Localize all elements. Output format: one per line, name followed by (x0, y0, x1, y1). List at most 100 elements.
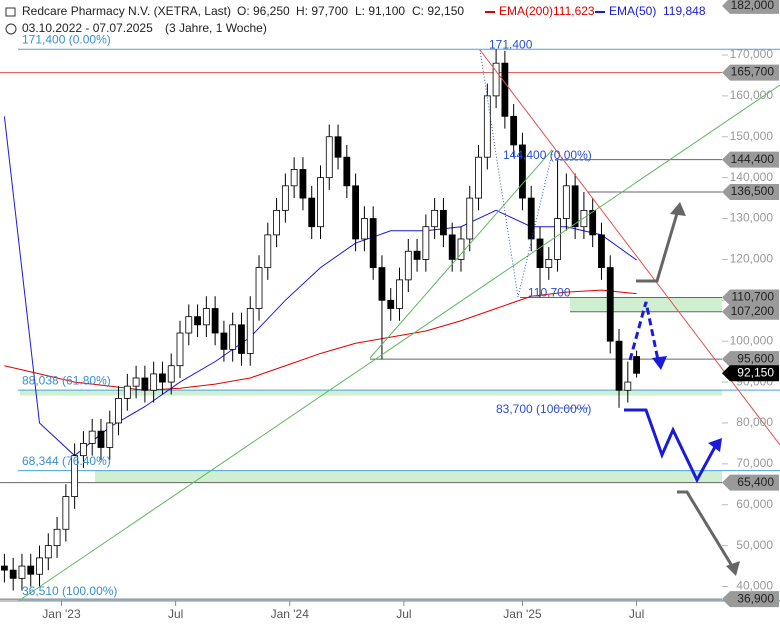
x-tick-label: Jan '23 (42, 607, 81, 621)
candle-body (589, 209, 597, 236)
y-tick-label: 150,000 (730, 129, 774, 143)
date-range: 03.10.2022 - 07.07.2025 (22, 21, 153, 35)
annotation: 144,400 (0.00%) (503, 148, 592, 162)
candle-body (633, 356, 640, 374)
level-box (722, 64, 779, 81)
candle-body (527, 197, 535, 240)
ohlc: C: 92,150 (412, 4, 464, 18)
candle-body (352, 185, 360, 240)
candle-body (325, 136, 333, 179)
candle-body (255, 267, 263, 309)
x-tick-label: Jan '24 (271, 607, 310, 621)
ohlc: L: 91,100 (355, 4, 405, 18)
arrow (636, 209, 680, 283)
trend-line (369, 149, 553, 359)
arrow (677, 490, 734, 567)
candle-body (396, 279, 403, 309)
candle-body (606, 267, 614, 342)
candle-body (404, 250, 412, 281)
candle-body (0, 565, 8, 571)
zone (20, 390, 722, 396)
candle-body (492, 62, 500, 97)
legend-value: 111,623 (553, 4, 595, 18)
y-tick-label: 170,000 (730, 47, 774, 61)
level-box (722, 365, 779, 382)
level-box (722, 303, 779, 320)
arrow (628, 301, 660, 361)
candle-body (185, 316, 193, 334)
level-label: 110,700 (732, 290, 775, 304)
candle-body (369, 218, 377, 268)
ema-line (4, 289, 637, 391)
candle-body (62, 496, 70, 530)
candle-body (545, 259, 553, 268)
candle-body (176, 332, 184, 367)
candle-body (141, 377, 149, 391)
annotation: 110,700 (528, 286, 571, 300)
legend-value: 119,848 (663, 4, 706, 18)
candle-body (80, 443, 87, 457)
x-tick-label: Jan '25 (503, 607, 542, 621)
candle-body (123, 385, 131, 399)
candle-body (431, 209, 439, 228)
candle-body (36, 557, 43, 575)
y-tick-label: 80,000 (736, 415, 773, 429)
candle-body (598, 234, 605, 268)
legend-label: EMA(50) (609, 4, 656, 18)
candle-body (53, 528, 61, 547)
candle-body (273, 209, 280, 236)
y-tick-label: 60,000 (736, 497, 773, 511)
zone (95, 470, 722, 483)
y-tick-label: 100,000 (730, 333, 774, 347)
drawings (19, 49, 780, 601)
candle-body (360, 218, 368, 240)
level-box (722, 351, 779, 368)
candle-body (387, 299, 395, 309)
candle-body (519, 144, 526, 199)
candle-body (27, 565, 35, 575)
y-tick-label: 50,000 (736, 538, 773, 552)
candle-body (246, 308, 254, 354)
level-label: 95,600 (737, 351, 774, 365)
candle-body (536, 238, 544, 268)
candle-body (264, 234, 272, 268)
level-box (722, 474, 779, 491)
arrow-head (726, 561, 740, 576)
candle-body (615, 340, 623, 391)
candle-body (238, 324, 245, 354)
candle-body (457, 238, 465, 260)
candle-body (290, 169, 298, 187)
candle-body (343, 156, 351, 187)
labels: 171,400 (0.00%) 88,038 (61.80%) 68,344 (76… (22, 0, 779, 621)
level-box (722, 183, 779, 200)
icon (5, 7, 16, 17)
candle-body (220, 332, 228, 350)
candle-body (334, 136, 342, 158)
candle-body (440, 209, 447, 236)
y-tick-label: 120,000 (730, 252, 774, 266)
x-tick-label: Jul (396, 607, 411, 621)
candle-body (44, 545, 52, 559)
arrow (624, 408, 718, 484)
fib-label: 68,344 (76.40%) (22, 454, 111, 468)
candle-body (413, 250, 421, 260)
icon (5, 23, 17, 35)
annotation: 171.400 (489, 37, 533, 51)
arrow-head (652, 356, 667, 370)
x-tick-label: Jul (168, 607, 183, 621)
candle-body (308, 197, 316, 228)
level-box (722, 0, 779, 14)
y-tick-label: 140,000 (730, 170, 774, 184)
level-label: 182,000 (731, 0, 775, 12)
arrow-head (708, 438, 722, 452)
candle-body (115, 398, 122, 424)
candle-body (299, 169, 307, 199)
candle-body (150, 373, 158, 391)
candle-body (194, 316, 201, 326)
candle-body (571, 185, 579, 228)
level-label: 107,200 (731, 304, 775, 318)
candle-body (378, 267, 386, 301)
y-tick-label: 40,000 (736, 579, 773, 593)
y-tick-label: 70,000 (736, 456, 773, 470)
